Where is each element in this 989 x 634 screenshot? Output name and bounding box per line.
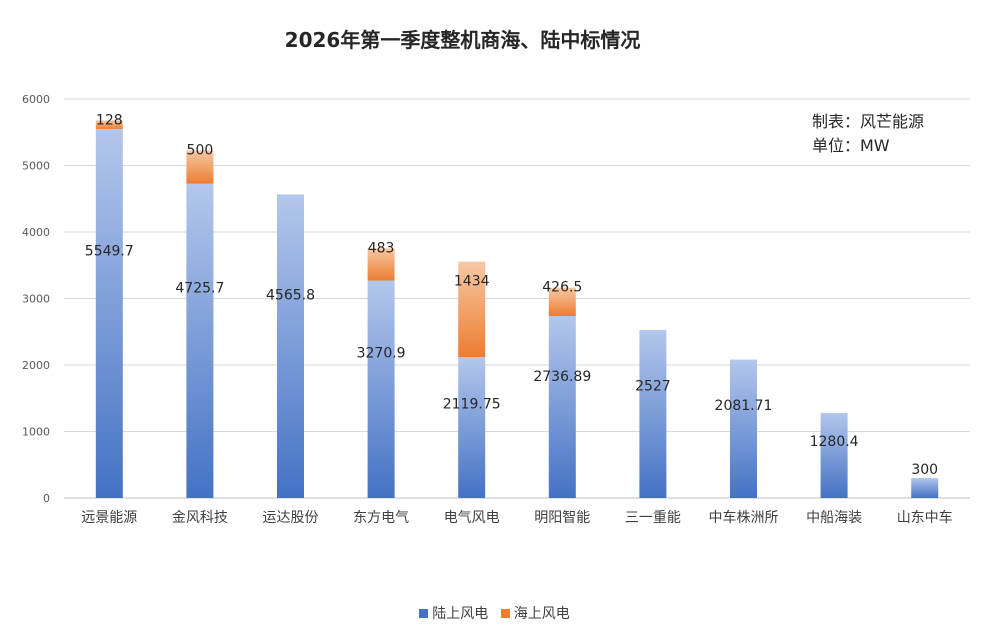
y-tick-label: 1000 (22, 426, 50, 439)
bar-onshore (730, 359, 757, 498)
x-tick-label: 山东中车 (897, 509, 953, 526)
x-tick-label: 明阳智能 (534, 510, 590, 526)
y-tick-label: 3000 (22, 293, 50, 306)
data-label-onshore: 2736.89 (533, 369, 591, 385)
data-label-onshore: 2081.71 (715, 398, 773, 414)
y-tick-label: 4000 (22, 226, 50, 239)
data-label-onshore: 1280.4 (810, 434, 859, 450)
bar-onshore (639, 329, 667, 498)
y-tick-label: 5000 (22, 160, 50, 173)
data-label-onshore: 2527 (635, 378, 671, 394)
legend-label-offshore: 海上风电 (513, 606, 570, 622)
bar-onshore (458, 357, 486, 498)
y-tick-label: 2000 (22, 359, 50, 372)
bar-offshore (458, 261, 486, 358)
legend-label-onshore: 陆上风电 (432, 606, 489, 622)
data-label-offshore: 1434 (454, 274, 490, 290)
data-label-onshore: 3270.9 (357, 345, 406, 361)
legend-swatch-onshore (419, 609, 429, 618)
x-tick-label: 金风科技 (172, 510, 228, 526)
data-label-offshore: 500 (187, 142, 214, 158)
bar-onshore (820, 412, 848, 498)
legend: 陆上风电 海上风电 (0, 603, 989, 623)
bar-offshore (186, 150, 214, 184)
legend-item-onshore: 陆上风电 (419, 603, 488, 623)
x-tick-label: 远景能源 (81, 510, 137, 526)
data-label-offshore: 426.5 (542, 280, 582, 296)
bar-onshore (95, 128, 123, 498)
bar-offshore (95, 120, 123, 129)
data-label-offshore: 128 (96, 112, 123, 128)
x-tick-label: 中车株洲所 (709, 509, 779, 526)
bar-offshore (367, 248, 395, 281)
bar-onshore (186, 183, 214, 498)
y-tick-label: 6000 (22, 93, 50, 106)
x-tick-label: 运达股份 (263, 510, 319, 526)
data-label-offshore: 483 (368, 240, 395, 256)
unit-note: 单位：MW (812, 136, 890, 155)
legend-item-offshore: 海上风电 (500, 603, 570, 623)
data-label-onshore: 300 (911, 462, 938, 478)
data-label-onshore: 4725.7 (175, 280, 224, 296)
bar-onshore (277, 194, 304, 498)
legend-swatch-offshore (500, 609, 510, 618)
stacked-bar-chart: 0 1000 2000 3000 4000 5000 6000 128 5549.7 远景能源 5… (22, 93, 970, 526)
data-label-onshore: 5549.7 (85, 244, 134, 260)
data-label-onshore: 4565.8 (266, 288, 315, 304)
x-tick-label: 东方电气 (353, 510, 409, 526)
data-label-onshore: 2119.75 (443, 397, 501, 413)
bar-offshore (548, 287, 576, 316)
bar-onshore (548, 315, 576, 498)
x-tick-label: 中船海装 (806, 510, 862, 526)
x-tick-label: 电气风电 (444, 510, 500, 526)
bar-onshore (911, 478, 939, 498)
bar-onshore (367, 280, 395, 498)
x-tick-label: 三一重能 (625, 510, 681, 526)
y-tick-label: 0 (43, 492, 50, 505)
chart-title: 2026年第一季度整机商海、陆中标情况 (284, 28, 641, 52)
source-note: 制表：风芒能源 (812, 112, 925, 131)
